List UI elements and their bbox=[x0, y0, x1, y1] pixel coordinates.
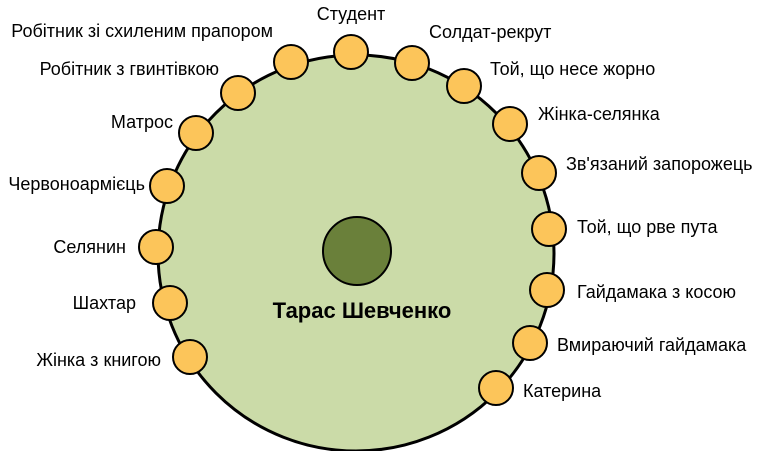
figure-node: Гайдамака з косою bbox=[529, 272, 736, 308]
figure-label: Червоноармієць bbox=[8, 174, 145, 194]
figure-circle bbox=[531, 211, 567, 247]
figure-node: Жінка з книгою bbox=[36, 339, 208, 375]
figure-circle bbox=[521, 155, 557, 191]
figure-label: Той, що рве пута bbox=[577, 217, 718, 237]
figure-label: Той, що несе жорно bbox=[490, 59, 655, 79]
figure-node: Солдат-рекрут bbox=[394, 22, 551, 81]
figure-label: Робітник з гвинтівкою bbox=[40, 59, 219, 79]
center-circle bbox=[322, 216, 392, 286]
figure-label: Робітник зі схиленим прапором bbox=[11, 21, 273, 41]
figure-label: Матрос bbox=[111, 112, 173, 132]
figure-circle bbox=[478, 370, 514, 406]
figure-node: Селянин bbox=[53, 229, 174, 265]
figure-circle bbox=[220, 75, 256, 111]
figure-label: Солдат-рекрут bbox=[429, 22, 551, 42]
figure-circle bbox=[512, 325, 548, 361]
figure-circle bbox=[446, 68, 482, 104]
figure-node: Катерина bbox=[478, 370, 602, 406]
figure-node: Той, що рве пута bbox=[531, 211, 718, 247]
figure-label: Студент bbox=[317, 4, 386, 24]
figure-node: Зв'язаний запорожець bbox=[521, 154, 753, 191]
figure-node: Вмираючий гайдамака bbox=[512, 325, 747, 361]
figure-circle bbox=[394, 45, 430, 81]
figure-node: Матрос bbox=[111, 112, 214, 151]
figure-node: Жінка-селянка bbox=[492, 104, 661, 142]
figure-label: Гайдамака з косою bbox=[577, 282, 736, 302]
figure-node: Студент bbox=[317, 4, 386, 70]
figure-circle bbox=[149, 168, 185, 204]
figure-circle bbox=[172, 339, 208, 375]
figure-circle bbox=[273, 44, 309, 80]
figure-label: Катерина bbox=[523, 381, 602, 401]
figure-node: Робітник з гвинтівкою bbox=[40, 59, 256, 111]
figure-circle bbox=[492, 106, 528, 142]
figure-label: Селянин bbox=[53, 237, 126, 257]
figure-label: Жінка-селянка bbox=[538, 104, 661, 124]
figure-circle bbox=[178, 115, 214, 151]
figure-label: Зв'язаний запорожець bbox=[566, 154, 753, 174]
figures-layer: Студент Солдат-рекрут Той, що несе жорно Жі… bbox=[8, 4, 753, 406]
figure-node: Червоноармієць bbox=[8, 168, 185, 204]
figure-node: Робітник зі схиленим прапором bbox=[11, 21, 309, 80]
figure-label: Жінка з книгою bbox=[36, 350, 161, 370]
figure-node: Той, що несе жорно bbox=[446, 59, 655, 104]
figure-node: Шахтар bbox=[73, 285, 188, 321]
center-label: Тарас Шевченко bbox=[273, 298, 452, 323]
figure-circle bbox=[333, 34, 369, 70]
figure-circle bbox=[529, 272, 565, 308]
figure-circle bbox=[138, 229, 174, 265]
figure-label: Шахтар bbox=[73, 293, 136, 313]
figure-circle bbox=[152, 285, 188, 321]
figure-label: Вмираючий гайдамака bbox=[557, 335, 747, 355]
